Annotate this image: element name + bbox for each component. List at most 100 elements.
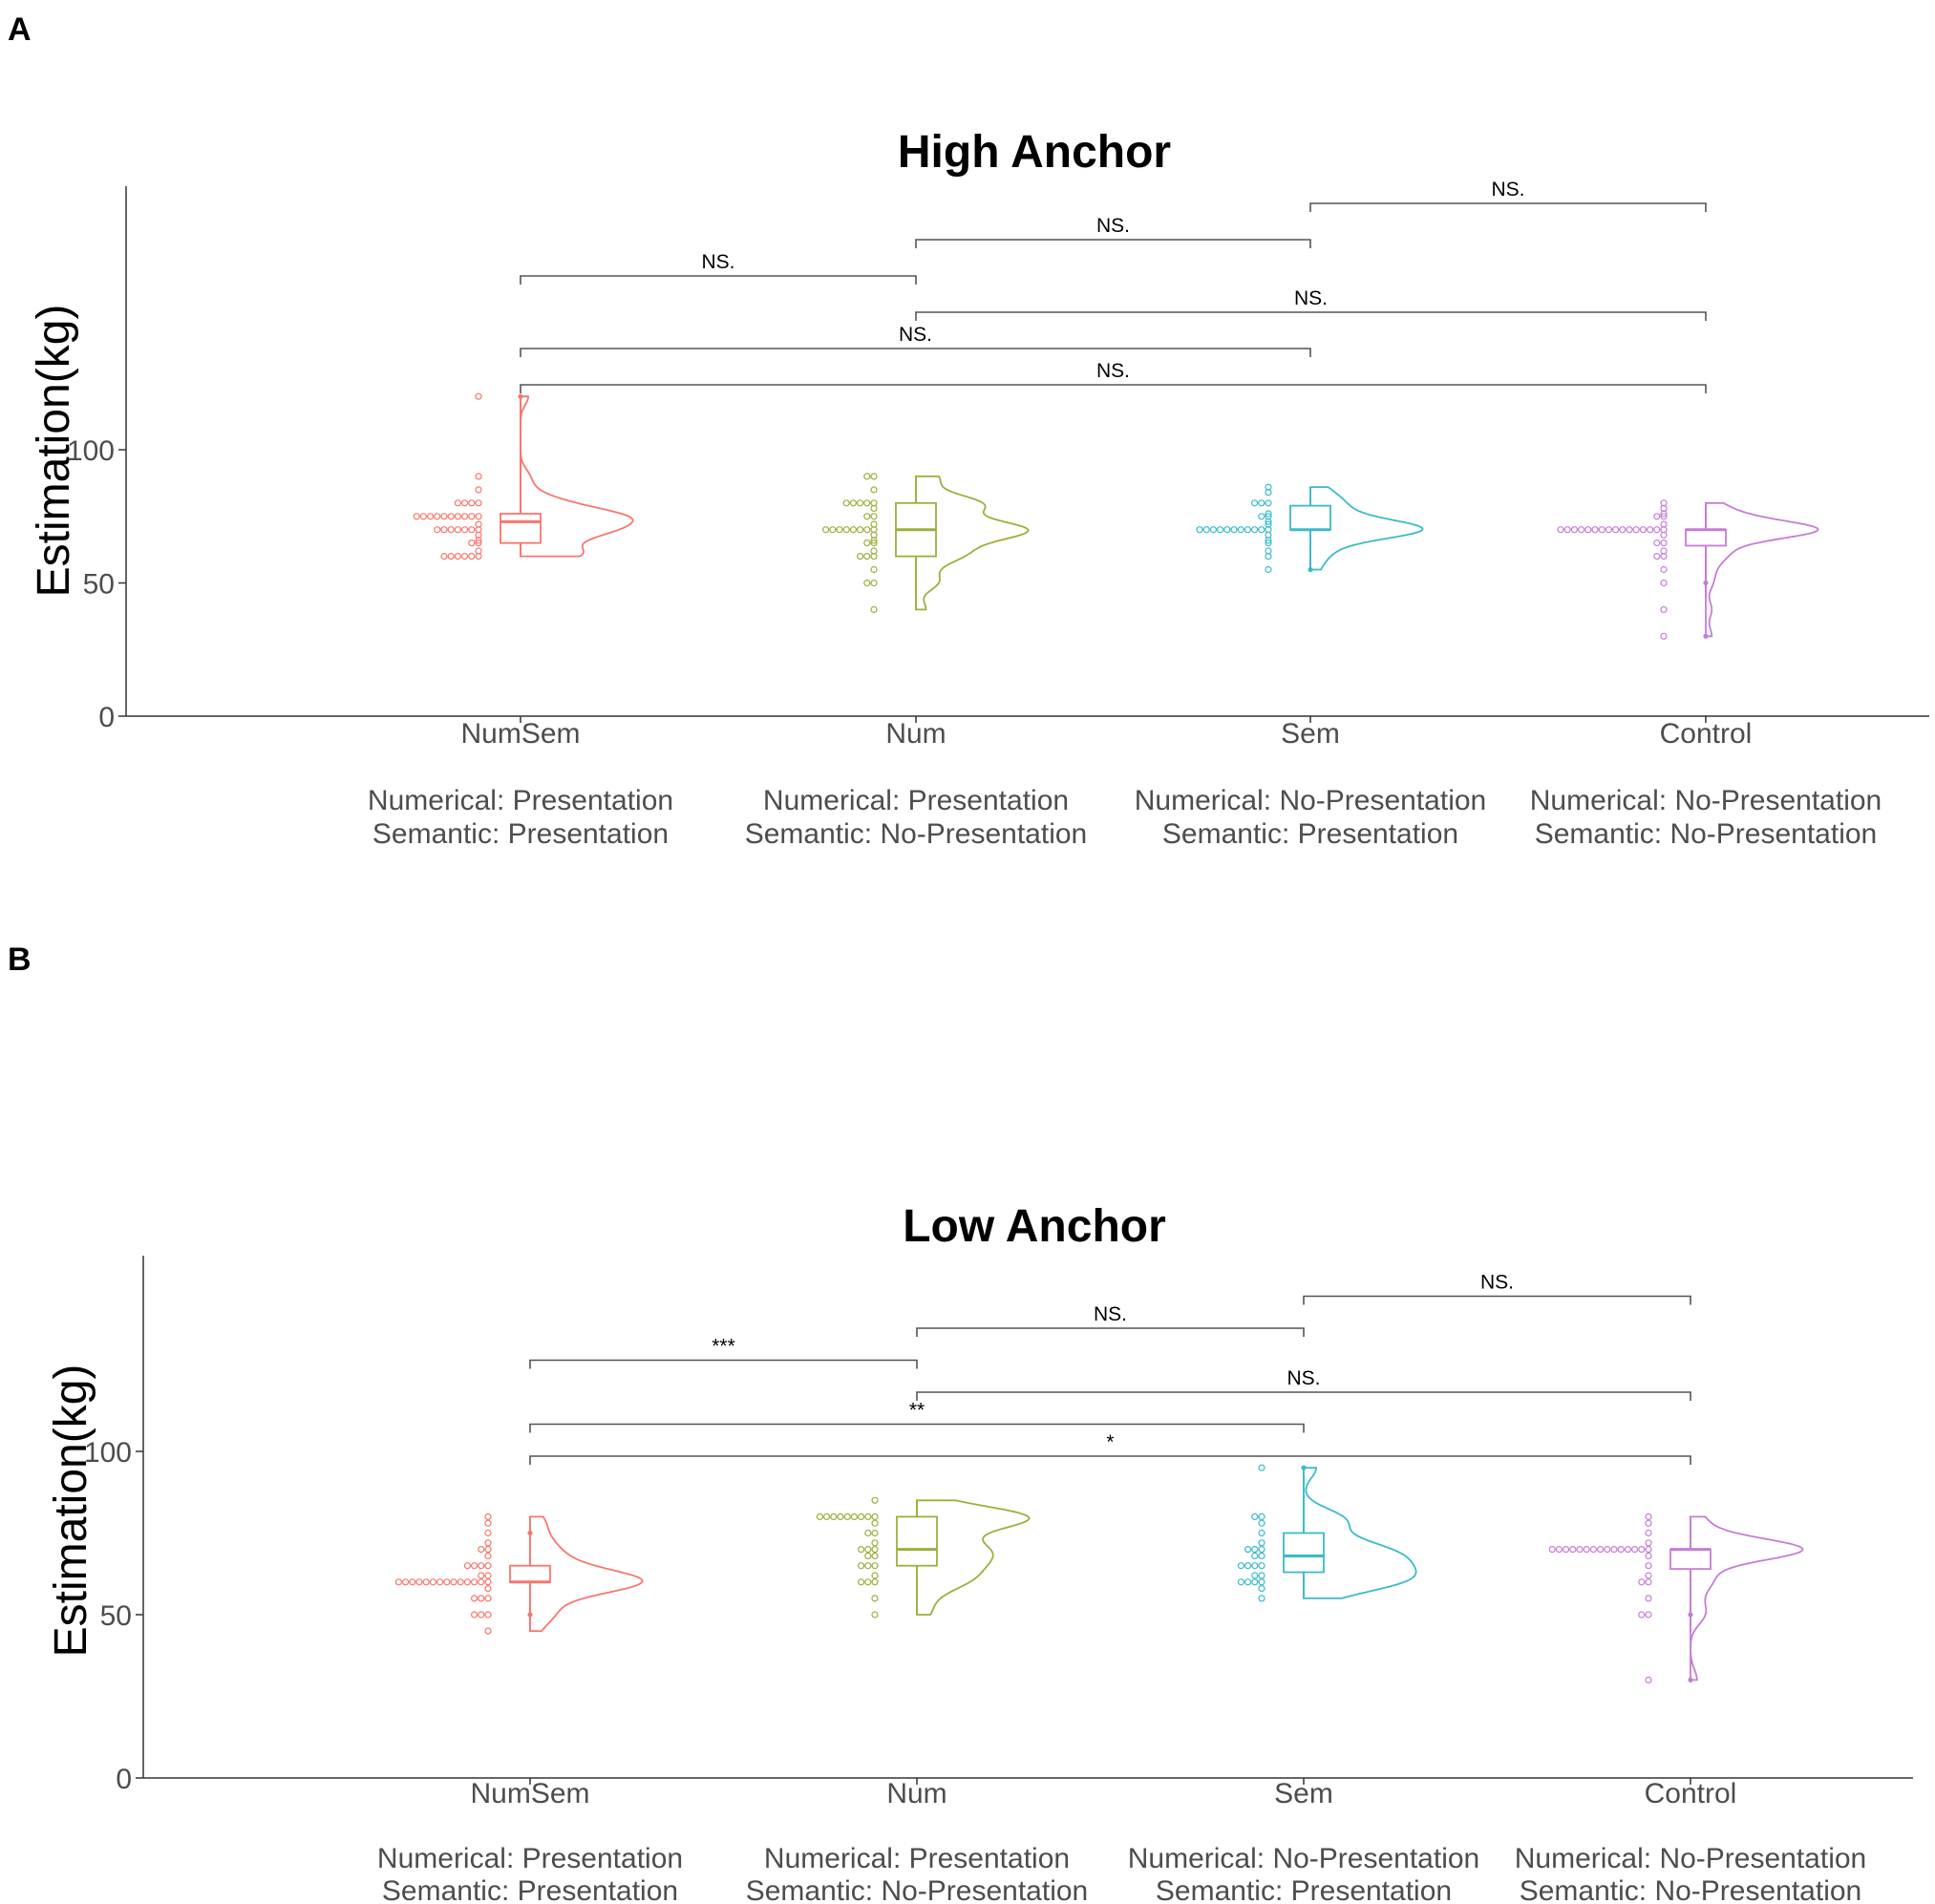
- data-point: [1265, 539, 1272, 547]
- data-point: [1258, 1529, 1265, 1537]
- data-point: [856, 526, 864, 534]
- data-point: [1251, 1578, 1259, 1586]
- data-point: [1645, 1545, 1652, 1554]
- data-point: [478, 1545, 485, 1554]
- data-point: [461, 499, 469, 507]
- data-point: [857, 1578, 865, 1586]
- violin: [1309, 486, 1424, 571]
- data-point: [1265, 499, 1272, 507]
- outlier-point: [527, 1612, 533, 1618]
- data-point: [422, 1578, 430, 1586]
- data-point: [1630, 1545, 1639, 1554]
- data-point: [1589, 1545, 1598, 1554]
- data-point: [434, 526, 441, 534]
- significance-bracket: ***: [529, 1336, 918, 1369]
- data-point: [1244, 1545, 1252, 1554]
- data-point: [842, 526, 850, 534]
- data-point: [1645, 1539, 1652, 1547]
- data-point: [1258, 1539, 1265, 1547]
- bracket-line: [529, 1359, 918, 1369]
- data-point: [1258, 1562, 1265, 1570]
- y-tick-label: 0: [98, 702, 115, 733]
- box: [896, 1515, 938, 1567]
- outlier-point: [1703, 580, 1709, 586]
- data-point: [475, 499, 482, 507]
- data-point: [870, 579, 878, 587]
- data-point: [836, 526, 843, 534]
- data-point: [842, 499, 850, 507]
- outlier-point: [1308, 566, 1313, 573]
- data-point: [1660, 513, 1668, 520]
- data-point: [870, 565, 878, 574]
- category-label: Control: [1660, 718, 1753, 750]
- data-point: [830, 1513, 838, 1521]
- data-point: [870, 473, 878, 480]
- data-point: [457, 1578, 464, 1586]
- condition-label: Semantic: Presentation: [372, 818, 669, 850]
- data-point: [434, 513, 441, 520]
- data-point: [461, 513, 469, 520]
- chart-title: High Anchor: [898, 127, 1171, 178]
- violin: [915, 476, 1030, 611]
- data-point: [1237, 1562, 1245, 1570]
- panel-letter: B: [8, 941, 32, 978]
- data-point: [475, 539, 482, 547]
- data-point: [1638, 1545, 1646, 1554]
- data-point: [1557, 526, 1564, 534]
- data-point: [471, 1611, 478, 1618]
- data-point: [856, 499, 864, 507]
- significance-label: NS.: [1491, 179, 1524, 201]
- data-point: [870, 552, 878, 561]
- data-point: [475, 473, 482, 480]
- data-point: [1660, 632, 1668, 640]
- data-point: [1638, 1611, 1646, 1618]
- panel-letter: A: [8, 11, 32, 48]
- data-point: [870, 605, 878, 614]
- data-point: [1604, 1545, 1611, 1554]
- data-point: [478, 1595, 485, 1602]
- outlier-point: [1301, 1465, 1307, 1470]
- data-point: [1605, 526, 1613, 534]
- data-point: [870, 539, 878, 547]
- data-point: [1265, 488, 1272, 497]
- data-point: [419, 513, 427, 520]
- significance-label: NS.: [1286, 1367, 1320, 1389]
- data-point: [484, 1552, 492, 1560]
- data-point: [863, 539, 871, 547]
- data-point: [857, 1545, 865, 1554]
- data-point: [394, 1578, 402, 1586]
- data-point: [1598, 526, 1605, 534]
- data-point: [871, 1578, 879, 1586]
- data-point: [863, 552, 871, 561]
- data-point: [850, 1513, 859, 1521]
- data-point: [829, 526, 837, 534]
- data-point: [1646, 526, 1654, 534]
- condition-label: Semantic: No-Presentation: [1535, 818, 1878, 850]
- data-point: [863, 526, 871, 534]
- data-point: [415, 1578, 423, 1586]
- data-point: [440, 513, 448, 520]
- data-point: [871, 1611, 879, 1618]
- data-point: [484, 1539, 492, 1547]
- data-point: [468, 526, 476, 534]
- significance-bracket: NS.: [520, 360, 1707, 393]
- condition-label: Numerical: Presentation: [377, 1843, 683, 1874]
- bracket-line: [520, 275, 917, 285]
- y-tick-label: 100: [67, 435, 115, 467]
- y-tick-label: 50: [100, 1600, 132, 1632]
- bracket-line: [1309, 202, 1707, 212]
- chart-title: Low Anchor: [903, 1201, 1166, 1252]
- bracket-line: [915, 239, 1311, 248]
- significance-label: NS.: [1480, 1272, 1514, 1294]
- data-point: [857, 1513, 865, 1521]
- significance-bracket: NS.: [1303, 1272, 1691, 1305]
- data-point: [1555, 1545, 1563, 1554]
- group-control: Control Numerical: No-PresentationSemanti…: [1515, 1513, 1866, 1904]
- data-point: [1265, 510, 1272, 518]
- data-point: [1645, 1513, 1652, 1521]
- data-point: [1237, 1578, 1245, 1586]
